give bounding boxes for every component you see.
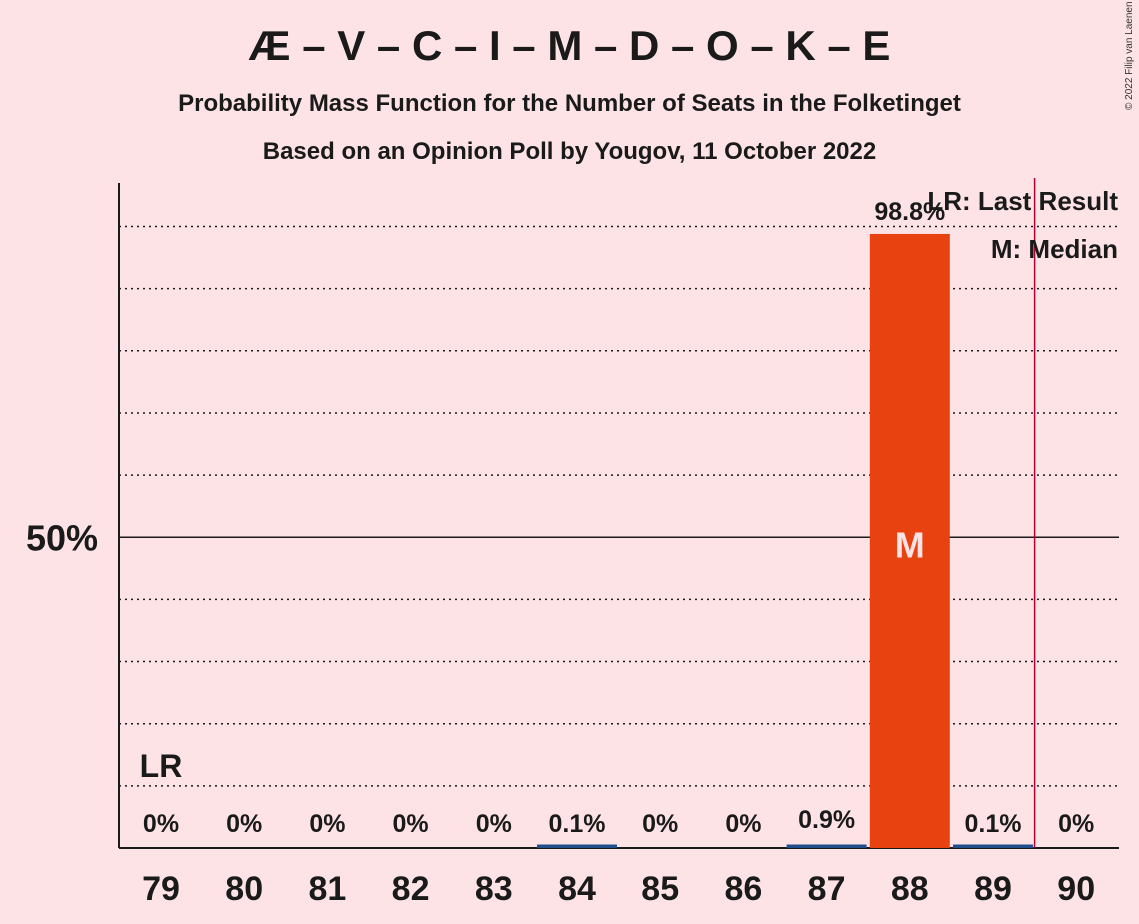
x-tick-label-90: 90 bbox=[1057, 870, 1095, 908]
x-tick-label-86: 86 bbox=[724, 870, 762, 908]
x-tick-label-81: 81 bbox=[308, 870, 346, 908]
last-result-marker: LR bbox=[140, 748, 183, 784]
chart-subtitle: Probability Mass Function for the Number… bbox=[178, 90, 961, 117]
data-label-89: 0.1% bbox=[965, 810, 1022, 838]
legend-last-result: LR: Last Result bbox=[927, 186, 1118, 216]
x-tick-label-89: 89 bbox=[974, 870, 1012, 908]
bar-84 bbox=[537, 844, 617, 848]
x-tick-label-88: 88 bbox=[891, 870, 929, 908]
bar-87 bbox=[786, 844, 867, 848]
data-label-87: 0.9% bbox=[798, 806, 855, 834]
x-tick-label-80: 80 bbox=[225, 870, 263, 908]
x-tick-label-84: 84 bbox=[558, 870, 596, 908]
x-tick-label-85: 85 bbox=[641, 870, 679, 908]
median-marker: M bbox=[895, 524, 925, 565]
data-label-84: 0.1% bbox=[549, 810, 606, 838]
data-label-80: 0% bbox=[226, 810, 262, 838]
bar-88 bbox=[869, 233, 950, 848]
bar-89 bbox=[953, 844, 1033, 848]
data-label-86: 0% bbox=[725, 810, 761, 838]
x-tick-label-83: 83 bbox=[475, 870, 513, 908]
y-tick-label: 50% bbox=[26, 517, 98, 558]
chart-title: Æ – V – C – I – M – D – O – K – E bbox=[248, 22, 891, 69]
data-label-79: 0% bbox=[143, 810, 179, 838]
data-label-82: 0% bbox=[393, 810, 429, 838]
x-tick-label-87: 87 bbox=[808, 870, 846, 908]
data-label-88: 98.8% bbox=[874, 198, 945, 226]
data-label-81: 0% bbox=[309, 810, 345, 838]
x-tick-label-79: 79 bbox=[142, 870, 180, 908]
chart-subtitle-source: Based on an Opinion Poll by Yougov, 11 O… bbox=[262, 138, 877, 165]
x-tick-label-82: 82 bbox=[392, 870, 430, 908]
legend-median: M: Median bbox=[991, 234, 1118, 264]
data-label-90: 0% bbox=[1058, 810, 1094, 838]
data-label-83: 0% bbox=[476, 810, 512, 838]
data-label-85: 0% bbox=[642, 810, 678, 838]
